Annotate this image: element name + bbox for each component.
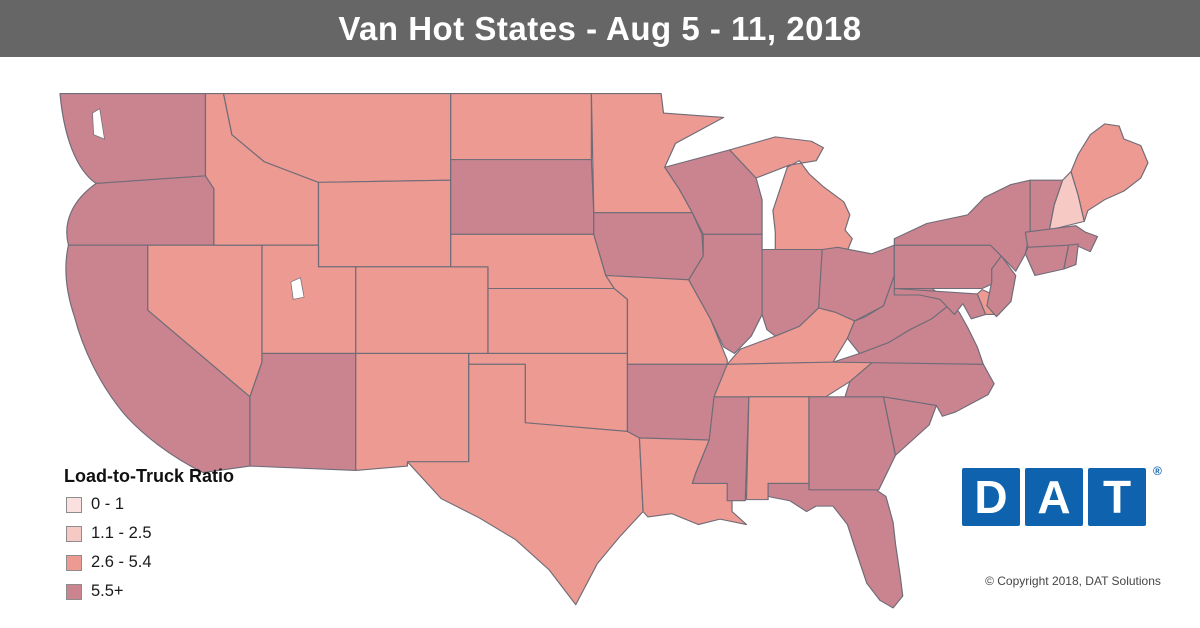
puget-sound-water bbox=[92, 108, 105, 140]
copyright-text: © Copyright 2018, DAT Solutions bbox=[985, 574, 1161, 588]
state-wy: Wyoming — 2.6 - 5.4 bbox=[317, 179, 452, 268]
state-ga: Georgia — 5.5+ bbox=[808, 396, 897, 491]
state-nm: New Mexico — 2.6 - 5.4 bbox=[355, 352, 470, 471]
legend-swatch-bin1 bbox=[66, 525, 82, 542]
state-ca: California — 5.5+ bbox=[65, 244, 251, 474]
state-az: Arizona — 5.5+ bbox=[249, 352, 357, 471]
page-title: Van Hot States - Aug 5 - 11, 2018 bbox=[338, 9, 862, 47]
state-ks: Kansas — 2.6 - 5.4 bbox=[487, 287, 629, 354]
great-salt-lake-water bbox=[290, 277, 305, 300]
state-or: Oregon — 5.5+ bbox=[66, 175, 215, 246]
state-ri: Rhode Island — 5.5+ bbox=[1063, 243, 1079, 270]
state-nc: North Carolina — 5.5+ bbox=[844, 361, 995, 417]
legend-row: 5.5+ bbox=[66, 582, 234, 601]
state-wa: Washington — 5.5+ bbox=[59, 93, 207, 184]
logo-letter-t: T bbox=[1088, 468, 1146, 526]
legend-row: 2.6 - 5.4 bbox=[66, 553, 234, 572]
us-map: Washington — 5.5+Oregon — 5.5+California… bbox=[59, 93, 1149, 609]
legend-title: Load-to-Truck Ratio bbox=[64, 466, 234, 486]
logo-letter-a: A bbox=[1025, 468, 1083, 526]
state-ct: Connecticut — 5.5+ bbox=[1024, 244, 1070, 277]
state-ky: Kentucky — 2.6 - 5.4 bbox=[726, 307, 856, 365]
legend: Load-to-Truck Ratio 0 - 1 1.1 - 2.5 2.6 … bbox=[64, 466, 234, 611]
legend-row: 0 - 1 bbox=[66, 495, 234, 514]
state-pa: Pennsylvania — 5.5+ bbox=[893, 244, 1002, 290]
state-me: Maine — 2.6 - 5.4 bbox=[1070, 123, 1149, 222]
legend-row: 1.1 - 2.5 bbox=[66, 524, 234, 543]
legend-swatch-bin0 bbox=[66, 496, 82, 513]
state-nd: North Dakota — 2.6 - 5.4 bbox=[450, 93, 592, 161]
state-co: Colorado — 2.6 - 5.4 bbox=[355, 266, 489, 354]
title-bar: Van Hot States - Aug 5 - 11, 2018 bbox=[0, 0, 1200, 57]
logo-letter-d: D bbox=[962, 468, 1020, 526]
dat-logo: D A T bbox=[962, 468, 1151, 526]
legend-swatch-bin3 bbox=[66, 583, 82, 600]
state-tx: Texas — 2.6 - 5.4 bbox=[406, 363, 644, 606]
state-nj: New Jersey — 5.5+ bbox=[986, 255, 1017, 318]
registered-trademark-mark: ® bbox=[1153, 464, 1162, 478]
legend-label: 1.1 - 2.5 bbox=[91, 524, 152, 542]
state-mi: Michigan — 2.6 - 5.4 bbox=[729, 136, 853, 252]
state-fl: Florida — 5.5+ bbox=[767, 482, 904, 609]
legend-label: 0 - 1 bbox=[91, 495, 125, 513]
state-sd: South Dakota — 5.5+ bbox=[450, 159, 595, 235]
legend-swatch-bin2 bbox=[66, 554, 82, 571]
state-ia: Iowa — 5.5+ bbox=[593, 212, 704, 281]
legend-label: 2.6 - 5.4 bbox=[91, 553, 152, 571]
legend-label: 5.5+ bbox=[91, 582, 124, 600]
us-choropleth-map: Washington — 5.5+Oregon — 5.5+California… bbox=[48, 86, 1160, 622]
